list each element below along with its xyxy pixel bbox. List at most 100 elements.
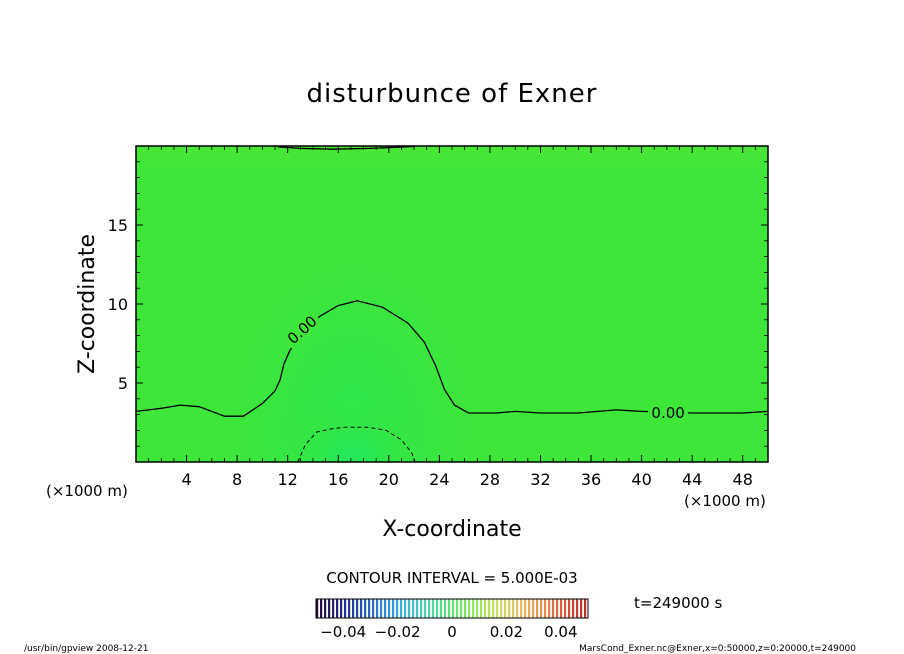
colorbar-stripe xyxy=(552,599,555,618)
colorbar-stripe xyxy=(580,599,583,618)
x-tick-label: 16 xyxy=(328,470,348,489)
colorbar-stripe xyxy=(332,599,335,618)
colorbar-stripe xyxy=(392,599,395,618)
x-tick-label: 48 xyxy=(733,470,753,489)
colorbar-stripe xyxy=(416,599,419,618)
colorbar-stripe xyxy=(500,599,503,618)
x-tick-label: 12 xyxy=(278,470,298,489)
chart-title: disturbunce of Exner xyxy=(307,79,598,109)
footer-left: /usr/bin/gpview 2008-12-21 xyxy=(24,644,148,654)
colorbar-tick-label: 0.02 xyxy=(490,623,523,641)
colorbar-stripe xyxy=(360,599,363,618)
colorbar-stripe xyxy=(516,599,519,618)
contour-interval: CONTOUR INTERVAL = 5.000E-03 xyxy=(326,569,577,587)
colorbar-stripe xyxy=(356,599,359,618)
colorbar-stripe xyxy=(384,599,387,618)
x-tick-label: 36 xyxy=(581,470,601,489)
footer-right: MarsCond_Exner.nc@Exner,x=0:50000,z=0:20… xyxy=(579,644,856,654)
colorbar-stripe xyxy=(568,599,571,618)
colorbar-stripe xyxy=(364,599,367,618)
contour-label-bg xyxy=(280,309,323,350)
colorbar-tick-label: −0.02 xyxy=(375,623,421,641)
colorbar-stripe xyxy=(524,599,527,618)
bump-shade-inner xyxy=(282,398,422,462)
colorbar-stripe xyxy=(504,599,507,618)
colorbar-stripe xyxy=(324,599,327,618)
colorbar-stripe xyxy=(564,599,567,618)
colorbar-stripe xyxy=(488,599,491,618)
y-tick-label: 15 xyxy=(108,216,128,235)
colorbar-stripe xyxy=(572,599,575,618)
colorbar-stripe xyxy=(352,599,355,618)
colorbar-stripe xyxy=(556,599,559,618)
colorbar-frame xyxy=(315,598,589,619)
colorbar-stripe xyxy=(340,599,343,618)
bump-shade-outer xyxy=(202,220,502,462)
x-tick-label: 32 xyxy=(530,470,550,489)
colorbar-stripe xyxy=(388,599,391,618)
inline-label-layer: 0.000.00 xyxy=(280,309,689,422)
colorbar-stripe xyxy=(316,599,319,618)
top-shade xyxy=(136,146,768,180)
colorbar-stripe xyxy=(428,599,431,618)
colorbar-stripe xyxy=(520,599,523,618)
colorbar-ticks: −0.04 −0.02 0 0.02 0.04 xyxy=(320,623,577,641)
colorbar-stripe xyxy=(540,599,543,618)
colorbar-stripe xyxy=(460,599,463,618)
x-tick-label: 8 xyxy=(232,470,242,489)
colorbar-tick-label: −0.04 xyxy=(320,623,366,641)
colorbar-stripe xyxy=(328,599,331,618)
colorbar-stripe xyxy=(480,599,483,618)
contour-label-bg xyxy=(648,403,689,422)
colorbar-stripe xyxy=(512,599,515,618)
colorbar-stripe xyxy=(336,599,339,618)
x-tick-label: 4 xyxy=(181,470,191,489)
x-tick-label: 20 xyxy=(379,470,399,489)
colorbar-stripe xyxy=(412,599,415,618)
colorbar-stripe xyxy=(492,599,495,618)
colorbar-stripe xyxy=(320,599,323,618)
colorbar-tick-label: 0.04 xyxy=(544,623,577,641)
colorbar-stripe xyxy=(560,599,563,618)
y-axis-label: Z-coordinate xyxy=(75,234,100,374)
colorbar-stripe xyxy=(448,599,451,618)
colorbar-tick-label: 0 xyxy=(447,623,457,641)
colorbar-stripe xyxy=(464,599,467,618)
colorbar-stripe xyxy=(368,599,371,618)
colorbar-stripe xyxy=(404,599,407,618)
plot-area: 0.000.00 xyxy=(136,146,768,462)
colorbar-stripe xyxy=(452,599,455,618)
colorbar-stripe xyxy=(472,599,475,618)
colorbar-stripe xyxy=(372,599,375,618)
colorbar-stripe xyxy=(380,599,383,618)
time-label: t=249000 s xyxy=(634,594,722,612)
x-unit-left: (×1000 m) xyxy=(46,482,128,500)
colorbar-stripe xyxy=(496,599,499,618)
colorbar-stripe xyxy=(424,599,427,618)
y-tick-label: 10 xyxy=(108,295,128,314)
colorbar-stripe xyxy=(436,599,439,618)
colorbar-stripe xyxy=(484,599,487,618)
colorbar-stripe xyxy=(476,599,479,618)
colorbar-stripe xyxy=(348,599,351,618)
colorbar-stripe xyxy=(456,599,459,618)
x-tick-label: 24 xyxy=(429,470,449,489)
colorbar-stripe xyxy=(444,599,447,618)
x-axis-label: X-coordinate xyxy=(382,517,521,542)
colorbar-stripe xyxy=(408,599,411,618)
colorbar-stripe xyxy=(440,599,443,618)
colorbar xyxy=(315,598,589,619)
colorbar-stripe xyxy=(508,599,511,618)
colorbar-stripe xyxy=(432,599,435,618)
x-axis: 4 8 12 16 20 24 28 32 36 40 44 48 xyxy=(148,146,756,489)
colorbar-stripe xyxy=(544,599,547,618)
colorbar-stripe xyxy=(344,599,347,618)
x-unit-right: (×1000 m) xyxy=(684,492,766,510)
y-tick-label: 5 xyxy=(118,374,128,393)
x-tick-label: 28 xyxy=(480,470,500,489)
colorbar-stripe xyxy=(584,599,587,618)
colorbar-stripe xyxy=(532,599,535,618)
contour-label-text: 0.00 xyxy=(651,404,684,422)
colorbar-stripe xyxy=(396,599,399,618)
